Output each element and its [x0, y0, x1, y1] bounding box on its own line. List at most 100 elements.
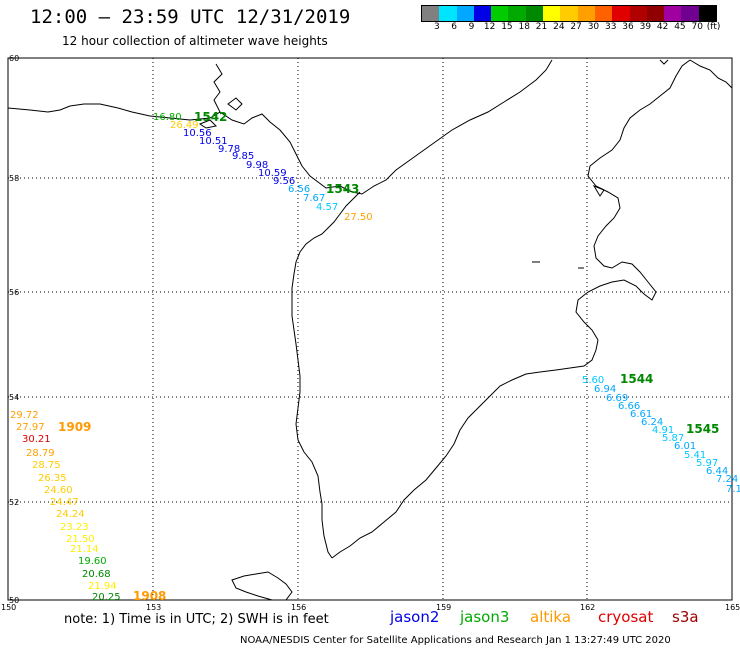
wave-height-label: 4.57 [316, 202, 338, 213]
wave-height-label: 20.25 [92, 592, 121, 603]
longitude-label: 159 [436, 603, 451, 612]
color-swatch [681, 6, 699, 21]
color-scale-label: 30 [587, 22, 600, 32]
color-scale-label: 42 [656, 22, 669, 32]
latitude-label: 50 [9, 596, 19, 605]
wave-height-label: 6.61 [630, 409, 652, 420]
color-swatch [612, 6, 630, 21]
color-swatch [629, 6, 647, 21]
color-scale-bar [421, 5, 718, 22]
wave-height-label: 7.24 [716, 474, 738, 485]
island [198, 119, 218, 129]
wave-height-label: 9.98 [246, 160, 268, 171]
track-id-label: 1909 [58, 420, 91, 434]
wave-height-label: 21.50 [66, 534, 95, 545]
map-frame [7, 57, 733, 601]
color-scale-label: 33 [605, 22, 617, 32]
track-id-label: 1544 [620, 372, 653, 386]
wave-height-label: 10.59 [258, 168, 287, 179]
color-swatch [577, 6, 595, 21]
color-scale-label: 6 [451, 22, 458, 32]
color-swatch [543, 6, 561, 21]
wave-height-label: 7.1 [726, 484, 740, 495]
color-swatch [646, 6, 665, 21]
wave-height-label: 19.60 [78, 556, 107, 567]
color-swatch [439, 6, 457, 21]
wave-height-label: 23.23 [60, 522, 89, 533]
wave-height-label: 24.60 [44, 485, 73, 496]
latitude-label: 56 [9, 288, 19, 297]
legend-jason2: jason2 [390, 608, 440, 626]
color-scale-label: 3 [434, 22, 440, 32]
wave-height-label: 24.24 [56, 509, 85, 520]
coastline [331, 339, 599, 559]
legend-cryosat: cryosat [598, 608, 654, 626]
coastline [219, 59, 553, 195]
color-scale-label: 21 [535, 22, 548, 32]
wave-height-label: 6.66 [618, 401, 640, 412]
latitude-label: 52 [9, 498, 19, 507]
island [231, 571, 293, 601]
color-swatch [664, 6, 682, 21]
color-scale-label: 9 [468, 22, 475, 32]
coastline [575, 59, 691, 341]
color-swatch [473, 6, 492, 21]
wave-height-label: 6.24 [641, 417, 663, 428]
color-swatch [594, 6, 613, 21]
wave-height-label: 21.94 [88, 581, 117, 592]
wave-height-label: 26.35 [38, 473, 67, 484]
wave-height-label: 6.44 [706, 466, 728, 477]
island [227, 97, 243, 111]
wave-height-label: 10.51 [199, 136, 228, 147]
color-scale-label: 36 [622, 22, 634, 32]
wave-height-label: 5.87 [662, 433, 684, 444]
wave-height-label: 28.79 [26, 448, 55, 459]
page-subtitle: 12 hour collection of altimeter wave hei… [62, 34, 328, 48]
color-scale-label: 15 [501, 22, 513, 32]
coastline [291, 191, 361, 559]
color-swatch [491, 6, 509, 21]
color-swatch [422, 6, 440, 21]
wave-height-label: 24.47 [50, 497, 79, 508]
wave-height-label: 27.97 [16, 422, 45, 433]
color-swatch [698, 6, 717, 21]
wave-height-label: 5.60 [582, 375, 604, 386]
island [659, 59, 669, 65]
page-title: 12:00 – 23:59 UTC 12/31/2019 [30, 6, 351, 28]
track-id-label: 1545 [686, 422, 719, 436]
wave-height-label: 27.50 [344, 212, 373, 223]
color-scale-label: 24 [553, 22, 565, 32]
wave-height-label: 4.91 [652, 425, 674, 436]
wave-height-label: 30.21 [22, 434, 51, 445]
color-swatch [456, 6, 474, 21]
wave-height-label: 6.56 [288, 184, 310, 195]
color-scale-label: 12 [483, 22, 496, 32]
color-swatch [508, 6, 526, 21]
legend-jason3: jason3 [460, 608, 510, 626]
wave-height-label: 7.67 [303, 193, 325, 204]
color-scale-label: 70 [691, 22, 703, 32]
color-scale-label: 27 [570, 22, 582, 32]
track-id-label: 1542 [194, 110, 227, 124]
wave-height-label: 21.14 [70, 544, 99, 555]
wave-height-label: 26.49 [170, 120, 199, 131]
coastline [689, 59, 733, 89]
longitude-label: 165 [725, 603, 740, 612]
latitude-label: 54 [9, 393, 19, 402]
track-id-label: 1543 [326, 182, 359, 196]
color-swatch [560, 6, 578, 21]
longitude-label: 156 [291, 603, 306, 612]
wave-height-label: 6.94 [594, 384, 616, 395]
wave-height-label: 9.85 [232, 151, 254, 162]
color-scale-label: 45 [674, 22, 686, 32]
legend-altika: altika [530, 608, 572, 626]
credit-line: NOAA/NESDIS Center for Satellite Applica… [240, 635, 671, 646]
wave-height-label: 16.80 [153, 112, 182, 123]
wave-height-label: 6.01 [674, 441, 696, 452]
track-id-label: 1908 [133, 589, 166, 603]
wave-height-label: 5.41 [684, 450, 706, 461]
color-swatch [525, 6, 544, 21]
wave-height-label: 5.97 [696, 458, 718, 469]
color-scale-label: 39 [639, 22, 652, 32]
